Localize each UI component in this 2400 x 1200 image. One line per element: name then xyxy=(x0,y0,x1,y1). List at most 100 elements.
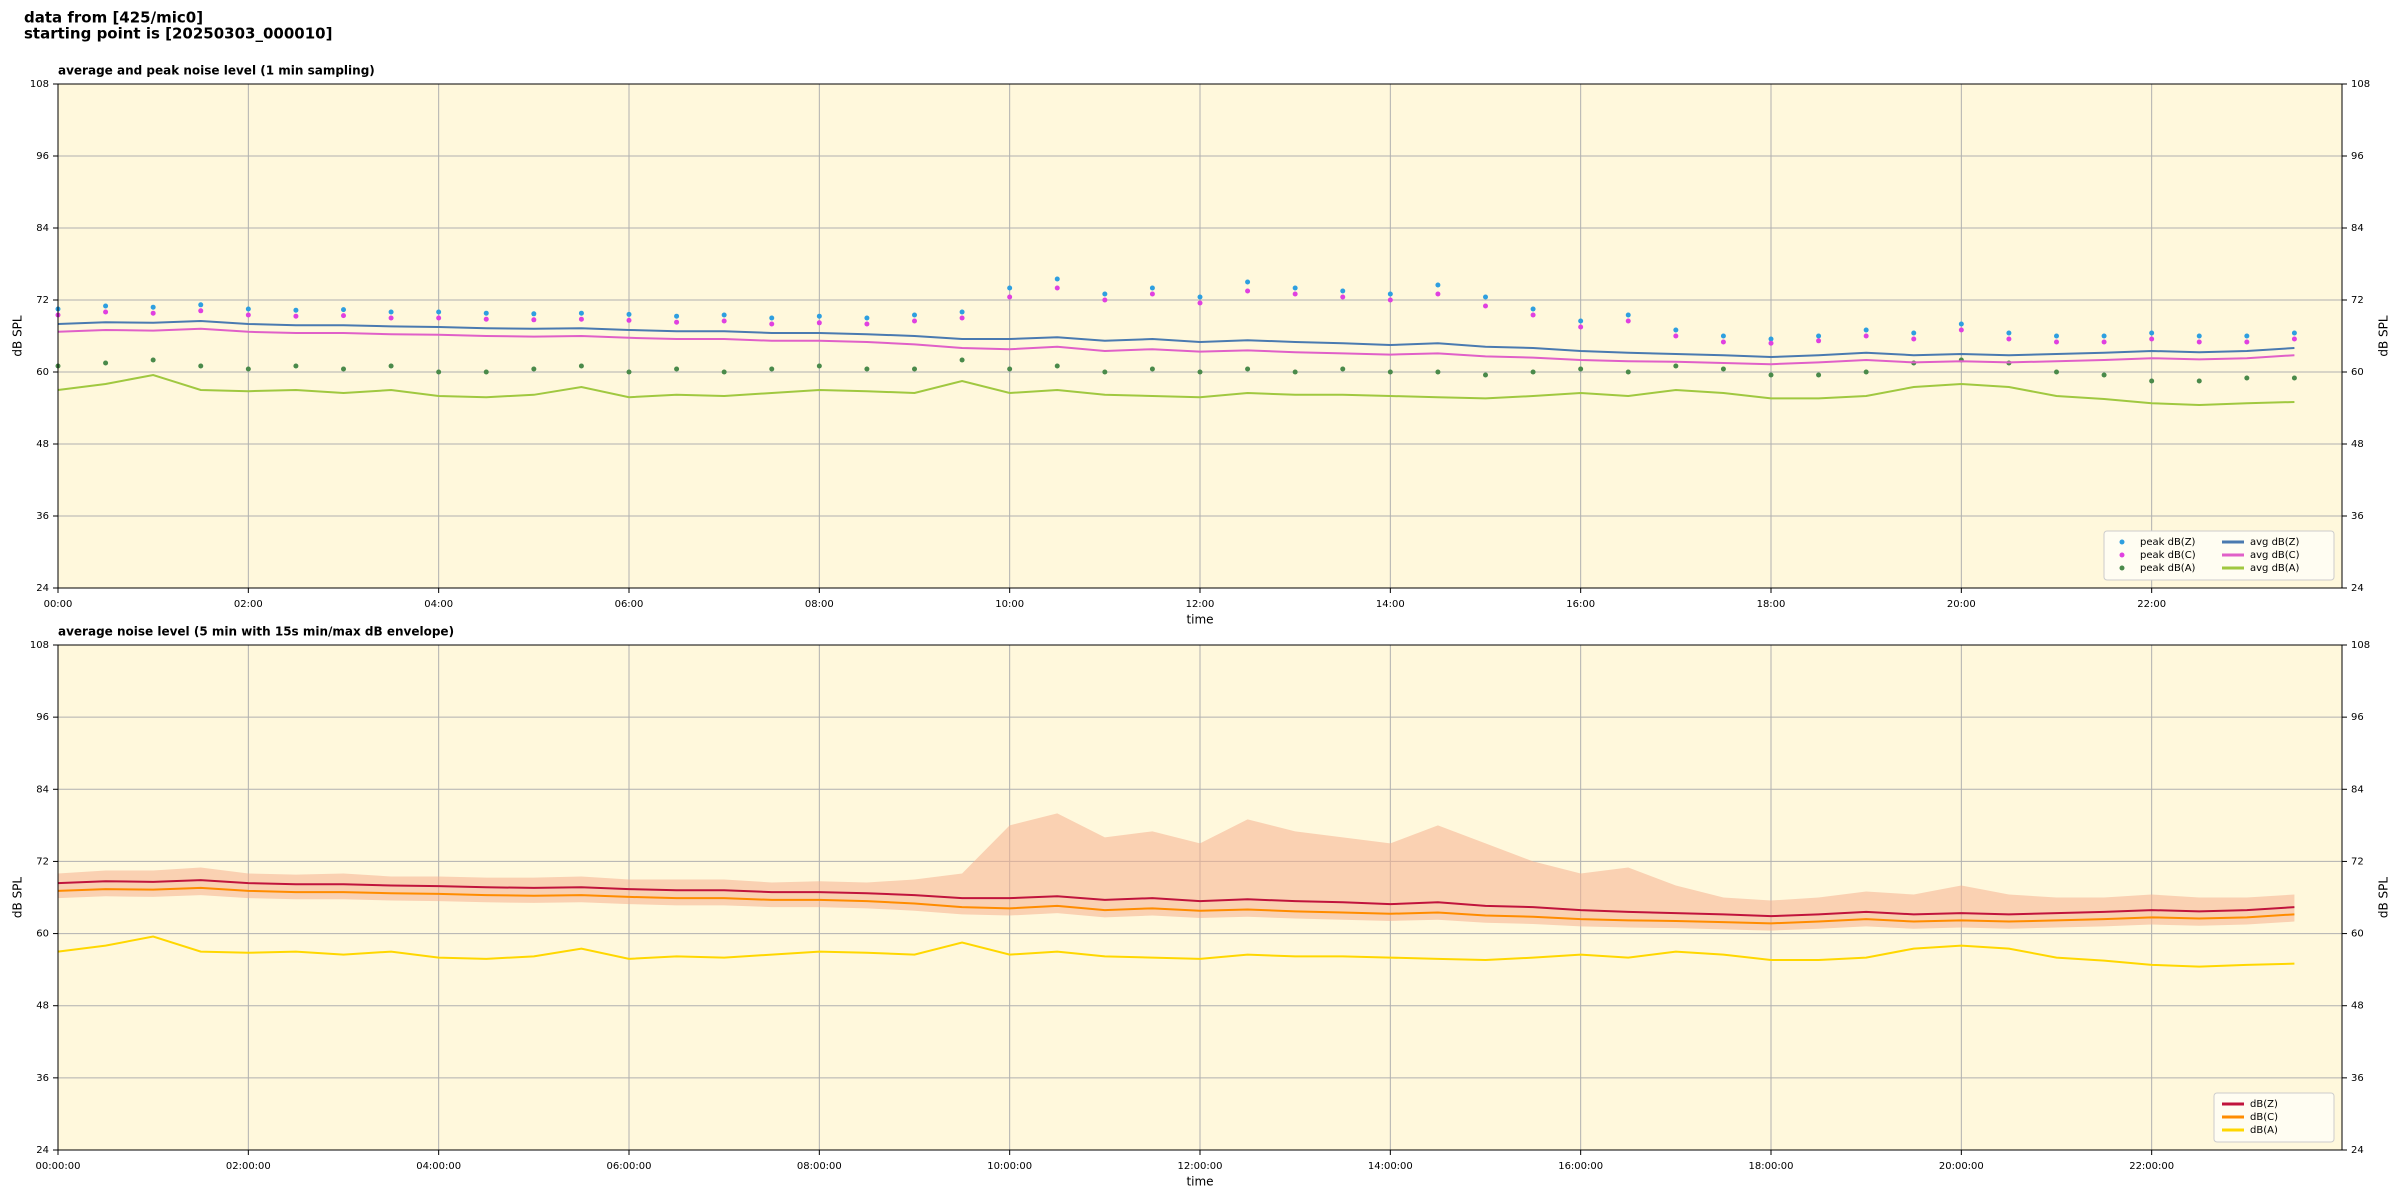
y-tick-label: 72 xyxy=(36,856,49,867)
x-tick-label: 08:00:00 xyxy=(797,1161,842,1172)
peak-point xyxy=(1435,291,1441,297)
x-tick-label: 22:00 xyxy=(2137,599,2166,610)
peak-point xyxy=(1530,306,1536,312)
peak-point xyxy=(816,313,822,319)
peak-point xyxy=(1625,318,1631,324)
legend-label: dB(Z) xyxy=(2250,1099,2278,1110)
peak-point xyxy=(1340,366,1346,372)
x-tick-label: 16:00 xyxy=(1566,599,1595,610)
peak-point xyxy=(1816,372,1822,378)
peak-point xyxy=(1054,285,1060,291)
series-line xyxy=(57,886,2295,925)
peak-point xyxy=(150,357,156,363)
y-tick-label: 36 xyxy=(36,1073,49,1084)
legend-marker xyxy=(2119,539,2125,545)
y-tick-label: 36 xyxy=(36,511,49,522)
peak-point xyxy=(483,316,489,322)
peak-point xyxy=(626,311,632,317)
peak-point xyxy=(531,311,537,317)
peak-point xyxy=(1958,327,1964,333)
legend-marker xyxy=(2119,552,2125,558)
y2-tick-label: 108 xyxy=(2351,79,2370,90)
peak-point xyxy=(293,313,299,319)
peak-point xyxy=(483,310,489,316)
peak-point xyxy=(674,366,680,372)
chart-title: average and peak noise level (1 min samp… xyxy=(58,64,375,78)
y2-tick-label: 48 xyxy=(2351,439,2364,450)
peak-point xyxy=(1340,288,1346,294)
peak-point xyxy=(769,366,775,372)
envelope-area xyxy=(58,813,2295,931)
legend-label: peak dB(C) xyxy=(2140,550,2196,561)
x-tick-label: 14:00:00 xyxy=(1368,1161,1413,1172)
peak-point xyxy=(1387,297,1393,303)
y2-tick-label: 60 xyxy=(2351,367,2364,378)
peak-point xyxy=(103,309,109,315)
peak-point xyxy=(483,369,489,375)
peak-point xyxy=(2149,336,2155,342)
series-line xyxy=(57,319,2295,359)
y2-tick-label: 72 xyxy=(2351,856,2364,867)
peak-point xyxy=(1245,288,1251,294)
peak-point xyxy=(1245,279,1251,285)
peak-point xyxy=(388,315,394,321)
peak-point xyxy=(1816,333,1822,339)
series-line xyxy=(57,879,2295,918)
peak-point xyxy=(769,315,775,321)
peak-point xyxy=(1197,369,1203,375)
legend-marker xyxy=(2119,565,2125,571)
peak-point xyxy=(1007,294,1013,300)
peak-point xyxy=(1768,372,1774,378)
peak-point xyxy=(1292,369,1298,375)
peak-point xyxy=(1007,285,1013,291)
x-tick-label: 00:00:00 xyxy=(36,1161,81,1172)
peak-point xyxy=(1149,291,1155,297)
peak-point xyxy=(1720,333,1726,339)
peak-point xyxy=(2101,372,2107,378)
x-tick-label: 00:00 xyxy=(44,599,73,610)
legend-label: peak dB(A) xyxy=(2140,563,2196,574)
peak-point xyxy=(1530,312,1536,318)
peak-point xyxy=(245,312,251,318)
y-tick-label: 48 xyxy=(36,1001,49,1012)
peak-point xyxy=(2196,339,2202,345)
peak-point xyxy=(1863,327,1869,333)
x-tick-label: 04:00 xyxy=(424,599,453,610)
peak-point xyxy=(1387,291,1393,297)
x-tick-label: 06:00 xyxy=(615,599,644,610)
y-axis-label: dB SPL xyxy=(11,877,25,919)
peak-point xyxy=(1768,340,1774,346)
peak-point xyxy=(626,317,632,323)
peak-point xyxy=(1720,366,1726,372)
peak-point xyxy=(1102,297,1108,303)
peak-point xyxy=(578,310,584,316)
y2-tick-label: 72 xyxy=(2351,295,2364,306)
peak-point xyxy=(1054,363,1060,369)
header-line: starting point is [20250303_000010] xyxy=(24,25,332,43)
peak-point xyxy=(245,366,251,372)
y2-tick-label: 108 xyxy=(2351,640,2370,651)
peak-point xyxy=(1578,318,1584,324)
y-tick-label: 108 xyxy=(30,79,49,90)
y2-tick-label: 84 xyxy=(2351,223,2364,234)
x-tick-label: 02:00:00 xyxy=(226,1161,271,1172)
x-axis-label: time xyxy=(1186,1175,1213,1189)
y2-tick-label: 36 xyxy=(2351,1073,2364,1084)
x-tick-label: 12:00 xyxy=(1186,599,1215,610)
peak-point xyxy=(769,321,775,327)
peak-point xyxy=(341,313,346,319)
y2-axis-label: dB SPL xyxy=(2377,877,2391,919)
plot-frame xyxy=(57,83,2343,589)
peak-point xyxy=(245,306,251,312)
y-tick-label: 24 xyxy=(36,1145,49,1156)
peak-point xyxy=(103,360,109,366)
peak-point xyxy=(2149,330,2155,336)
y-tick-label: 60 xyxy=(36,929,49,940)
peak-point xyxy=(1911,336,1917,342)
y-tick-label: 72 xyxy=(36,295,49,306)
peak-point xyxy=(1483,294,1488,300)
x-tick-label: 14:00 xyxy=(1376,599,1405,610)
peak-point xyxy=(1768,336,1774,342)
peak-point xyxy=(721,312,727,318)
x-tick-label: 18:00 xyxy=(1757,599,1786,610)
